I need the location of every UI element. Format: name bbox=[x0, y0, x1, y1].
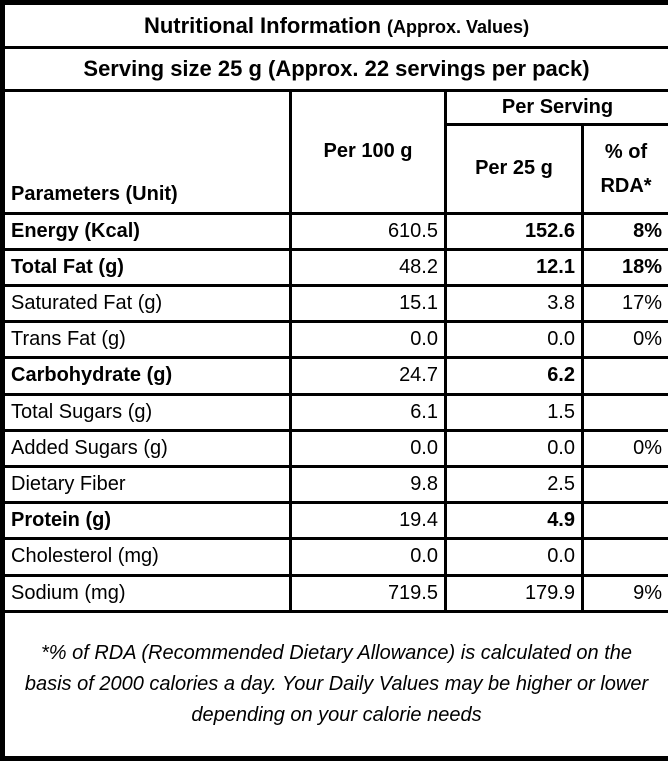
rda-value: 9% bbox=[581, 573, 668, 613]
per-100g-value: 719.5 bbox=[289, 573, 447, 613]
table-row: Carbohydrate (g) 24.7 6.2 bbox=[1, 356, 668, 396]
rda-value: 8% bbox=[581, 211, 668, 251]
rda-value: 0% bbox=[581, 428, 668, 468]
title-row: Nutritional Information (Approx. Values) bbox=[1, 0, 668, 50]
table-row: Dietary Fiber 9.8 2.5 bbox=[1, 464, 668, 505]
row-label: Dietary Fiber bbox=[1, 464, 292, 505]
rda-value: 17% bbox=[581, 283, 668, 324]
serving-size-cell: Serving size 25 g (Approx. 22 servings p… bbox=[1, 46, 668, 93]
per-100g-value: 48.2 bbox=[289, 247, 447, 287]
per-25g-value: 6.2 bbox=[444, 356, 584, 396]
table-row: Total Sugars (g) 6.1 1.5 bbox=[1, 392, 668, 432]
table-row: Total Fat (g) 48.2 12.1 18% bbox=[1, 247, 668, 287]
per-25g-value: 1.5 bbox=[444, 392, 584, 432]
rda-header-line1: % of bbox=[604, 140, 648, 163]
per-100g-value: 19.4 bbox=[289, 501, 447, 541]
row-label: Energy (Kcal) bbox=[1, 211, 292, 251]
row-label: Total Fat (g) bbox=[1, 247, 292, 287]
rda-value bbox=[581, 537, 668, 577]
table-row: Energy (Kcal) 610.5 152.6 8% bbox=[1, 211, 668, 251]
rda-value bbox=[581, 501, 668, 541]
table-row: Cholesterol (mg) 0.0 0.0 bbox=[1, 537, 668, 577]
column-header-per-serving: Per Serving bbox=[444, 89, 668, 127]
rda-value: 18% bbox=[581, 247, 668, 287]
table-row: Saturated Fat (g) 15.1 3.8 17% bbox=[1, 283, 668, 324]
per-25g-value: 4.9 bbox=[444, 501, 584, 541]
rda-value: 0% bbox=[581, 320, 668, 360]
per-100g-value: 0.0 bbox=[289, 320, 447, 360]
per-100g-value: 15.1 bbox=[289, 283, 447, 324]
title-cell: Nutritional Information (Approx. Values) bbox=[1, 0, 668, 50]
table-row: Sodium (mg) 719.5 179.9 9% bbox=[1, 573, 668, 613]
per-100g-value: 0.0 bbox=[289, 537, 447, 577]
per-100g-value: 6.1 bbox=[289, 392, 447, 432]
row-label: Protein (g) bbox=[1, 501, 292, 541]
serving-size-row: Serving size 25 g (Approx. 22 servings p… bbox=[1, 46, 668, 93]
per-100g-value: 24.7 bbox=[289, 356, 447, 396]
data-rows: Energy (Kcal) 610.5 152.6 8% Total Fat (… bbox=[1, 211, 668, 613]
row-label: Saturated Fat (g) bbox=[1, 283, 292, 324]
per-25g-value: 179.9 bbox=[444, 573, 584, 613]
per-25g-value: 12.1 bbox=[444, 247, 584, 287]
table-row: Protein (g) 19.4 4.9 bbox=[1, 501, 668, 541]
row-label: Sodium (mg) bbox=[1, 573, 292, 613]
header-row-top: Parameters (Unit) Per 100 g Per Serving bbox=[1, 89, 668, 215]
table-row: Trans Fat (g) 0.0 0.0 0% bbox=[1, 320, 668, 360]
column-header-per-25g: Per 25 g bbox=[444, 123, 584, 215]
rda-footnote: *% of RDA (Recommended Dietary Allowance… bbox=[1, 609, 668, 761]
title-suffix: (Approx. Values) bbox=[387, 16, 530, 37]
row-label: Added Sugars (g) bbox=[1, 428, 292, 468]
page-title: Nutritional Information bbox=[143, 12, 382, 38]
column-header-rda: % of RDA* bbox=[581, 123, 668, 215]
row-label: Total Sugars (g) bbox=[1, 392, 292, 432]
rda-value bbox=[581, 464, 668, 505]
per-25g-value: 0.0 bbox=[444, 428, 584, 468]
table-row: Added Sugars (g) 0.0 0.0 0% bbox=[1, 428, 668, 468]
per-25g-value: 152.6 bbox=[444, 211, 584, 251]
per-100g-value: 0.0 bbox=[289, 428, 447, 468]
header-row-bottom: Per 25 g % of RDA* bbox=[3, 123, 668, 215]
per-25g-value: 0.0 bbox=[444, 537, 584, 577]
per-100g-value: 610.5 bbox=[289, 211, 447, 251]
row-label: Carbohydrate (g) bbox=[1, 356, 292, 396]
per-25g-value: 2.5 bbox=[444, 464, 584, 505]
row-label: Cholesterol (mg) bbox=[1, 537, 292, 577]
rda-value bbox=[581, 392, 668, 432]
rda-value bbox=[581, 356, 668, 396]
column-header-parameters: Parameters (Unit) bbox=[1, 89, 292, 215]
footer-row: *% of RDA (Recommended Dietary Allowance… bbox=[1, 609, 668, 761]
column-header-per-100g: Per 100 g bbox=[289, 89, 447, 215]
per-25g-value: 3.8 bbox=[444, 283, 584, 324]
rda-header-line2: RDA* bbox=[600, 174, 652, 197]
per-25g-value: 0.0 bbox=[444, 320, 584, 360]
per-100g-value: 9.8 bbox=[289, 464, 447, 505]
row-label: Trans Fat (g) bbox=[1, 320, 292, 360]
